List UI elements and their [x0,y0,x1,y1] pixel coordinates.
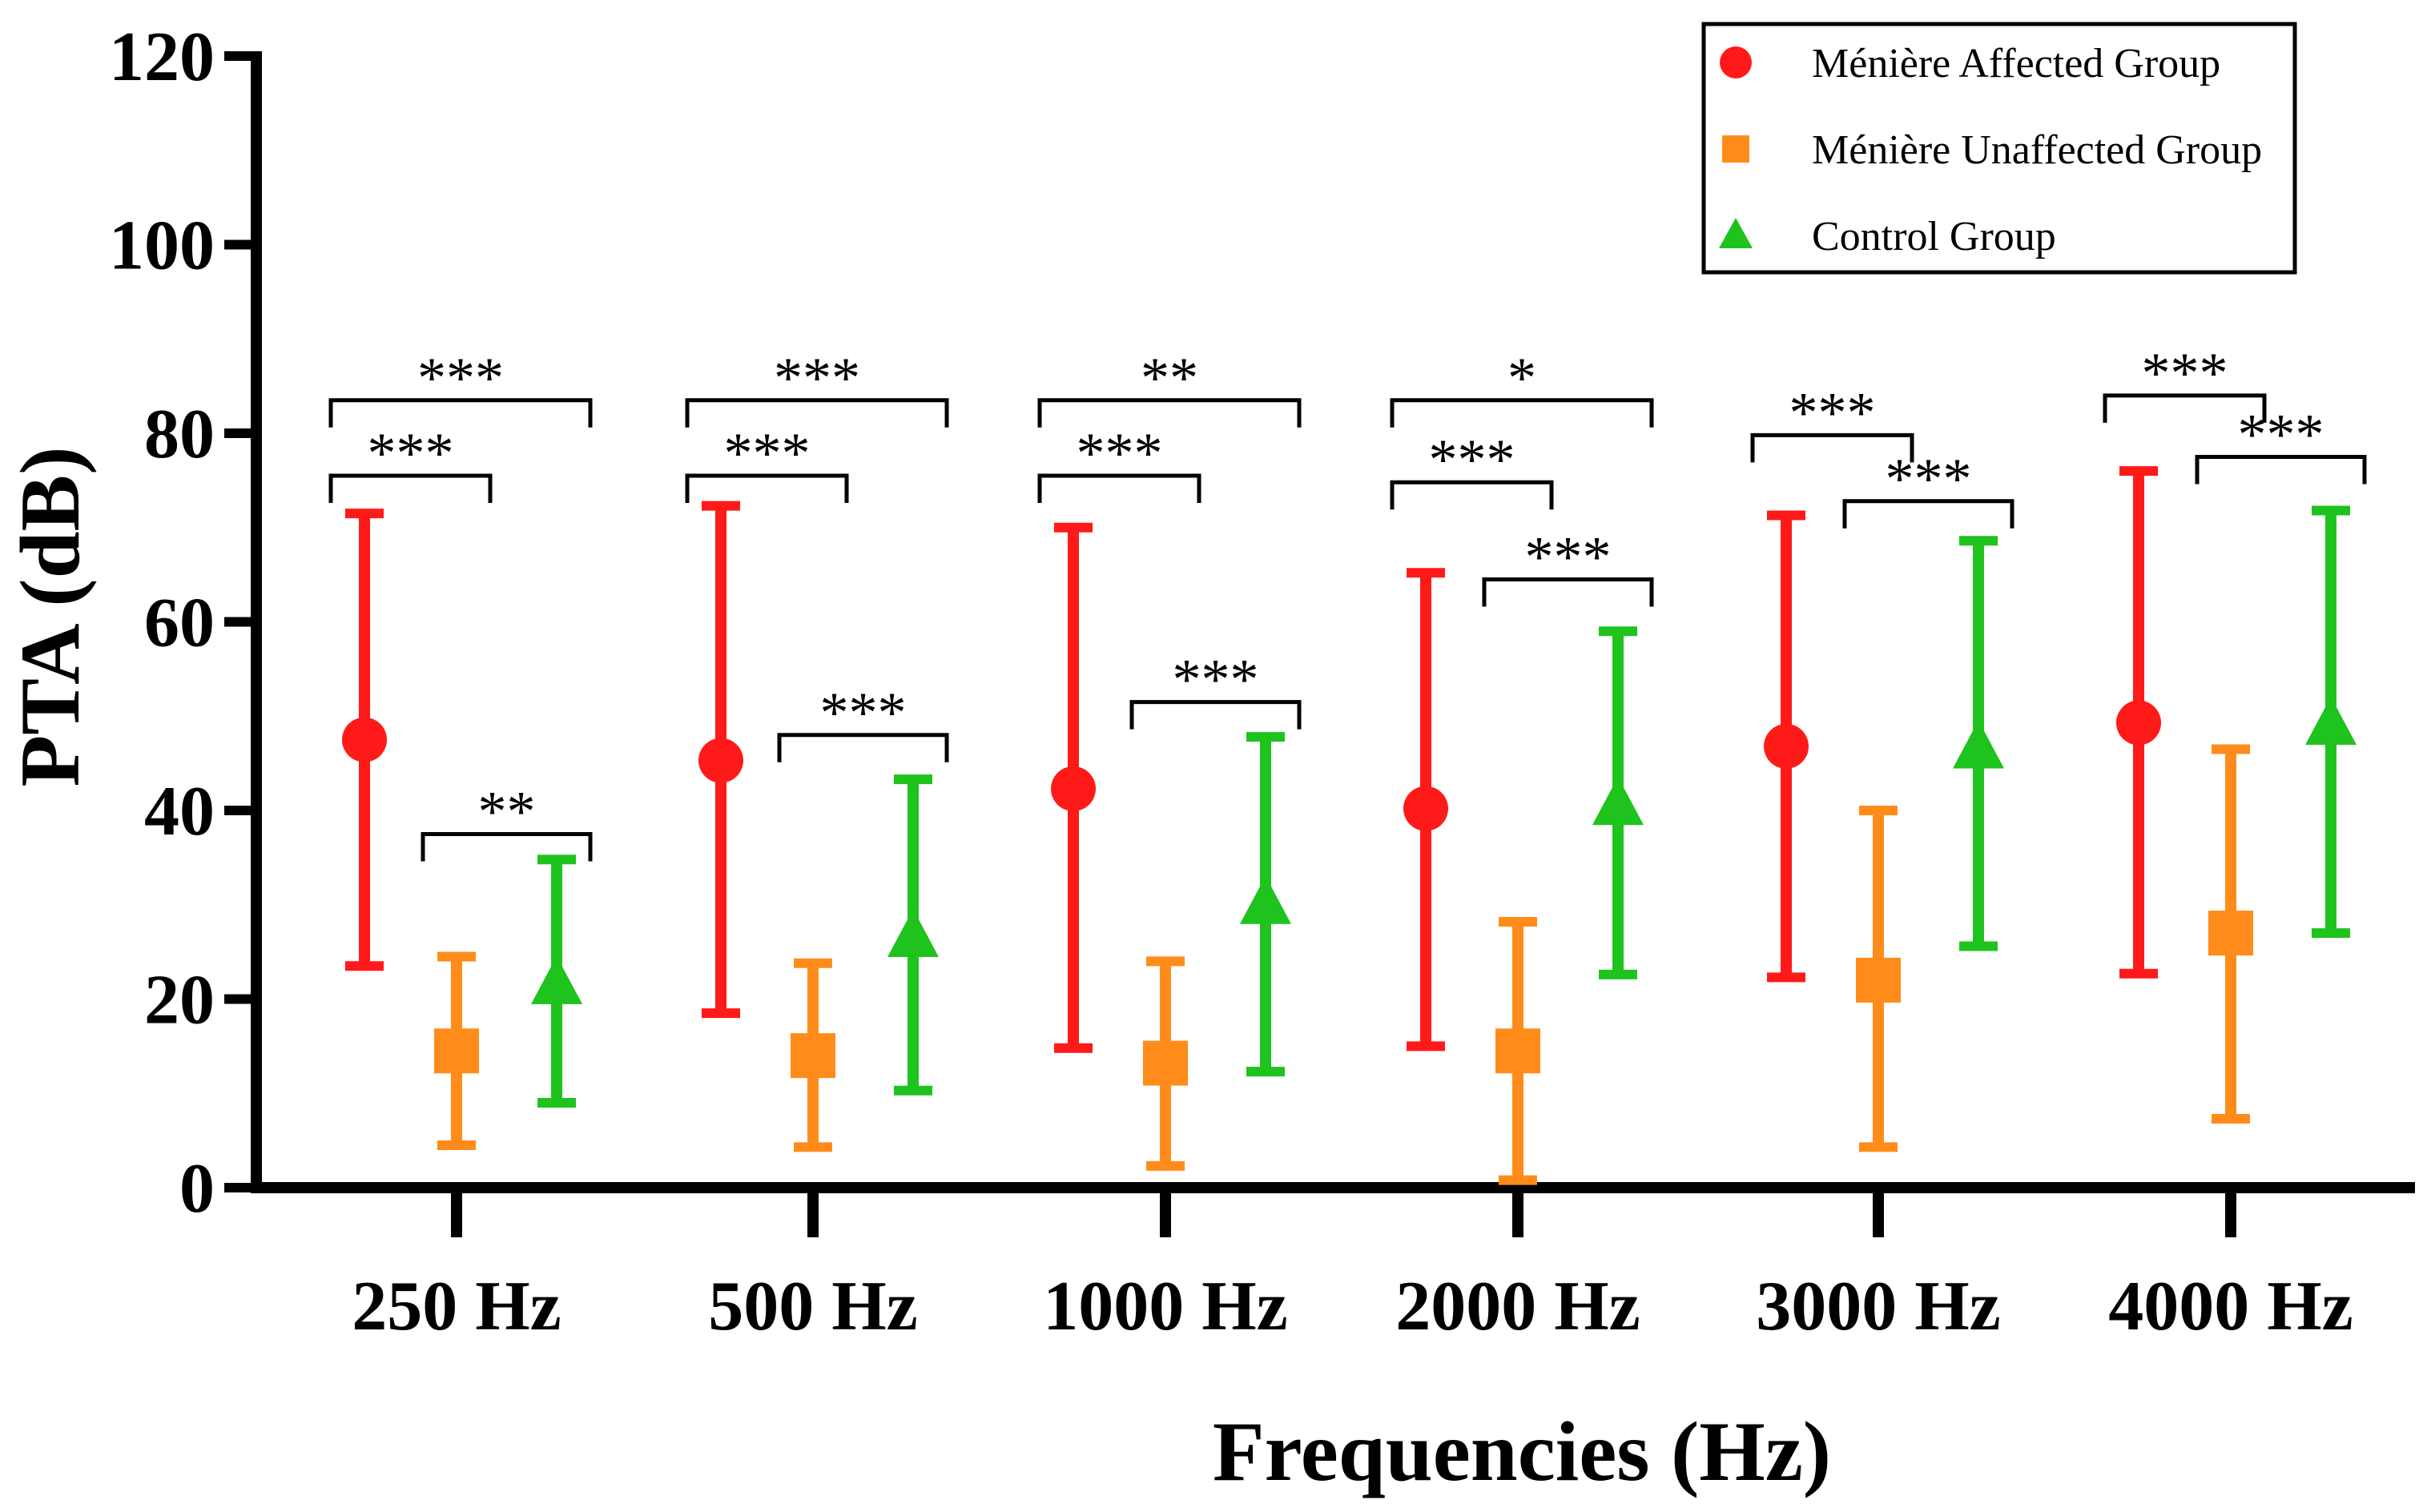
y-tick-label: 20 [144,962,215,1040]
y-tick-label: 80 [144,396,215,473]
significance-bracket [328,473,493,503]
significance-label: *** [820,681,907,745]
legend-marker-square [1722,135,1749,163]
x-category-label: 250 Hz [352,1268,561,1345]
significance-bracket [1750,432,1914,463]
y-tick-label: 100 [109,207,215,285]
significance-bracket [1390,398,1654,428]
mean-point-circle [1051,766,1096,811]
legend-box [1701,22,2297,275]
x-category-label: 2000 Hz [1395,1268,1640,1345]
significance-bracket [1037,473,1201,503]
mean-point-square [434,1028,479,1074]
mean-point-triangle [2305,697,2357,746]
mean-point-triangle [1240,875,1291,924]
y-tick-label: 0 [179,1150,215,1228]
mean-point-square [1856,957,1901,1003]
x-axis-title: Frequencies (Hz) [1213,1405,1831,1498]
significance-label: *** [1429,428,1515,492]
legend-marker-circle [1720,46,1752,78]
legend-label: Control Group [1812,214,2056,259]
mean-point-triangle [887,908,939,957]
significance-bracket [328,398,593,428]
significance-label: *** [1077,421,1163,485]
significance-label: *** [417,346,504,410]
y-axis-title: PTA (dB) [3,446,97,786]
significance-bracket [777,733,949,762]
significance-bracket [2195,454,2367,485]
significance-label: ** [478,779,536,843]
mean-point-square [791,1033,835,1079]
y-tick-label: 40 [144,773,215,850]
significance-bracket [1129,700,1302,730]
legend-label: Ménière Unaffected Group [1812,127,2262,173]
mean-point-square [1495,1028,1540,1074]
mean-point-triangle [1592,777,1644,826]
significance-bracket [685,398,949,428]
mean-point-triangle [1953,720,2004,769]
mean-point-triangle [531,955,582,1004]
mean-point-square [2208,911,2253,956]
significance-brackets: ****************************************… [328,341,2367,862]
significance-label: *** [1789,380,1876,444]
significance-label: *** [1173,648,1259,712]
mean-point-circle [2116,700,2161,746]
significance-label: * [1507,346,1536,410]
significance-label: *** [1525,525,1612,589]
significance-bracket [2103,393,2267,423]
legend-marker-triangle [1719,218,1753,248]
mean-point-circle [1403,786,1448,831]
significance-bracket [685,473,849,503]
x-category-label: 500 Hz [708,1268,918,1345]
significance-bracket [421,831,593,862]
mean-point-circle [698,738,743,783]
significance-label: *** [2142,341,2228,405]
x-category-label: 3000 Hz [1756,1268,2001,1345]
y-tick-label: 120 [109,18,215,96]
legend-label: Ménière Affected Group [1812,41,2220,86]
mean-point-square [1143,1040,1188,1086]
x-category-label: 4000 Hz [2108,1268,2353,1345]
significance-label: *** [1886,447,1972,511]
significance-bracket [1390,480,1554,510]
mean-point-circle [1764,723,1809,769]
significance-label: *** [368,421,454,485]
legend: Ménière Affected Group Ménière Unaffected… [1701,22,2297,275]
significance-bracket [1842,499,2014,529]
significance-bracket [1037,398,1302,428]
axes: 0 20 40 60 80 100 120 250 Hz 500 Hz 1000 Hz 2000 H… [109,18,2415,1345]
significance-label: ** [1141,346,1198,410]
error-bars [345,466,2350,1185]
x-category-label: 1000 Hz [1043,1268,1288,1345]
significance-label: *** [2238,402,2324,466]
significance-label: *** [724,421,811,485]
y-tick-label: 60 [144,585,215,662]
data-markers [342,697,2357,1086]
significance-bracket [1482,577,1654,607]
mean-point-circle [342,717,387,762]
significance-label: *** [774,346,860,410]
